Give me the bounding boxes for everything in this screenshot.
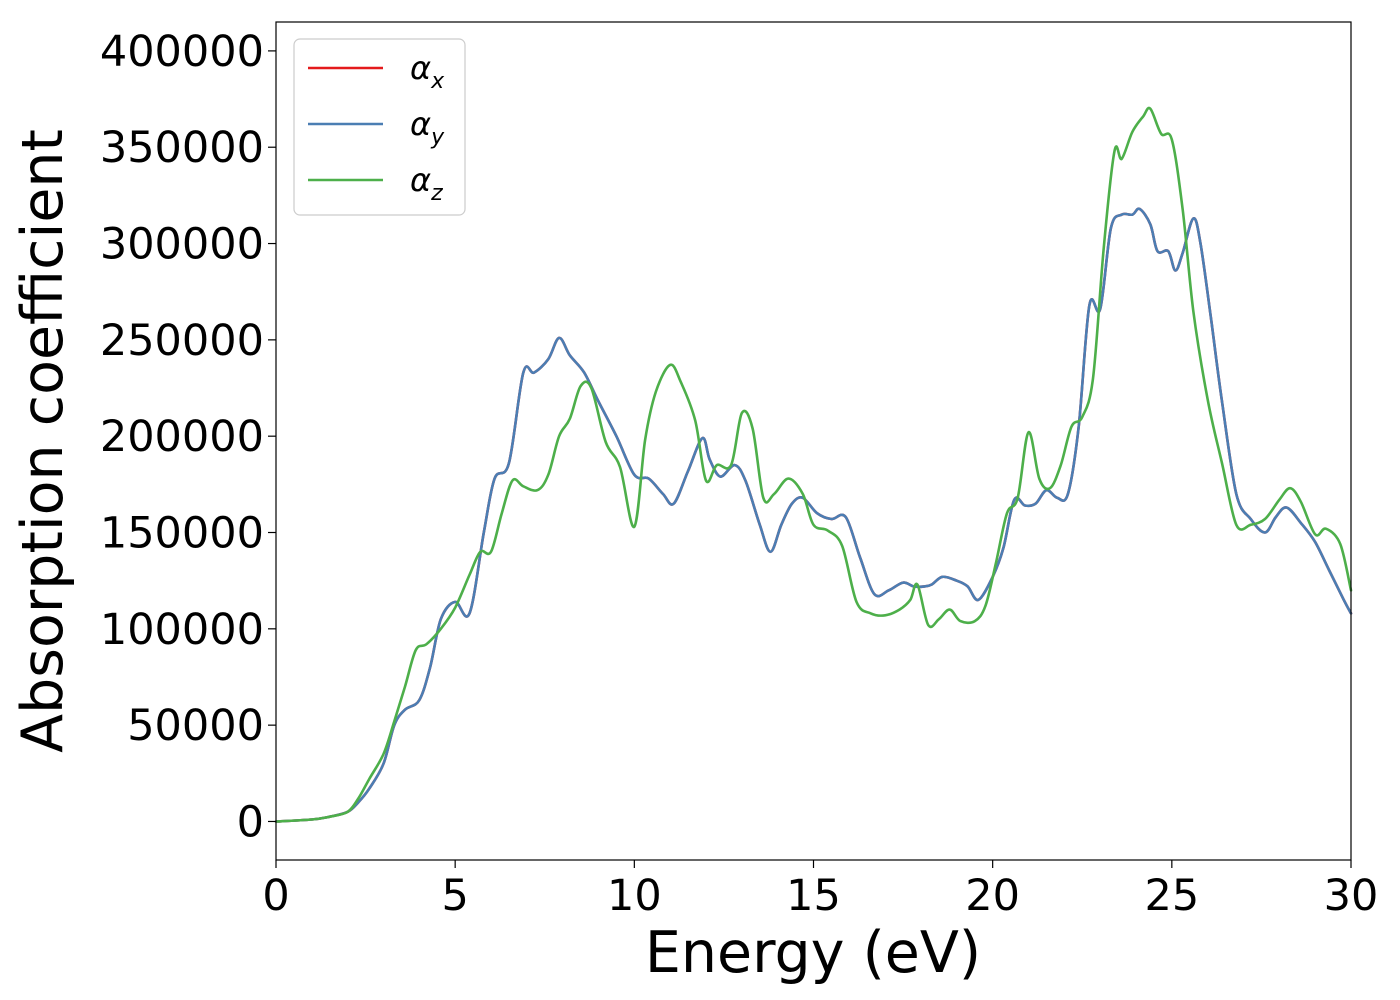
x-tick-label: 10 <box>607 871 662 921</box>
y-tick-label: 250000 <box>100 316 264 366</box>
y-tick-label: 150000 <box>100 509 264 559</box>
x-tick-label: 20 <box>965 871 1020 921</box>
series-line-z <box>274 106 1353 823</box>
y-tick-label: 350000 <box>100 123 264 173</box>
y-tick-label: 100000 <box>100 605 264 655</box>
y-tick-label: 400000 <box>100 27 264 77</box>
legend-items: αx αy αz <box>308 49 445 206</box>
x-axis-label: Energy (eV) <box>645 920 981 986</box>
legend: αx αy αz <box>293 38 466 216</box>
plot-lines <box>274 106 1353 823</box>
x-tick-label: 30 <box>1324 871 1379 921</box>
series-line-y <box>274 207 1353 823</box>
y-axis-ticks: 0 50000 100000 150000 200000 250000 300000 3500… <box>100 27 276 847</box>
y-tick-label: 200000 <box>100 412 264 462</box>
legend-label-y: αy <box>410 105 445 150</box>
legend-box <box>293 38 466 216</box>
x-tick-label: 25 <box>1144 871 1199 921</box>
x-tick-label: 5 <box>441 871 468 921</box>
y-axis-label: Absorption coefficient <box>10 129 76 753</box>
x-axis-ticks: 0 5 10 15 20 25 30 <box>262 860 1378 921</box>
y-tick-label: 50000 <box>127 701 264 751</box>
legend-label-z: αz <box>410 161 443 206</box>
x-tick-label: 15 <box>786 871 841 921</box>
x-tick-label: 0 <box>262 871 289 921</box>
y-tick-label: 300000 <box>100 220 264 270</box>
legend-label-x: αx <box>410 49 445 94</box>
y-tick-label: 0 <box>237 797 264 847</box>
